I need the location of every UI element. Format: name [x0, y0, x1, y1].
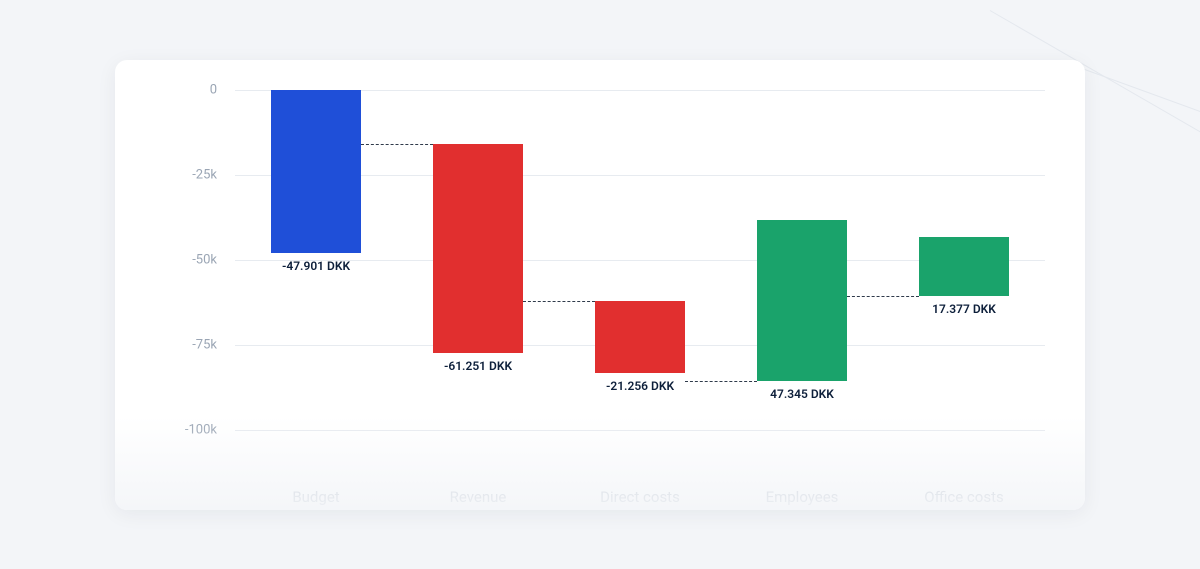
x-axis-label: Direct costs [600, 488, 680, 506]
bar-value-label: -47.901 DKK [282, 259, 350, 273]
bar-value-label: -61.251 DKK [444, 359, 512, 373]
y-axis-label: -25k [192, 168, 217, 183]
x-axis-label: Budget [292, 488, 339, 506]
bar-revenue [433, 144, 522, 352]
bar-value-label: 47.345 DKK [770, 387, 834, 401]
bar-direct-costs [595, 301, 684, 373]
bar-budget [271, 90, 360, 253]
bar-office-costs [919, 237, 1008, 296]
y-axis-label: -75k [192, 338, 217, 353]
y-axis-label: -50k [192, 253, 217, 268]
y-axis-label: 0 [210, 83, 217, 98]
connector [523, 301, 596, 302]
x-axis-label: Office costs [924, 488, 1003, 506]
plot-area: 0-25k-50k-75k-100k-47.901 DKK-61.251 DKK… [235, 90, 1045, 430]
connector [361, 144, 434, 145]
x-axis-label: Revenue [450, 488, 507, 506]
connector [685, 381, 758, 382]
bar-employees [757, 220, 846, 381]
bar-value-label: 17.377 DKK [932, 302, 996, 316]
connector [847, 296, 920, 297]
y-axis-label: -100k [185, 423, 217, 438]
chart-card: 0 -25k -50k -75k -100k -47.901 DKK -61.251 DKK… [115, 60, 1085, 510]
bar-value-label: -21.256 DKK [606, 379, 674, 393]
gridline [235, 430, 1045, 431]
x-axis-label: Employees [766, 488, 839, 506]
waterfall-chart: 0-25k-50k-75k-100k-47.901 DKK-61.251 DKK… [235, 90, 1045, 470]
